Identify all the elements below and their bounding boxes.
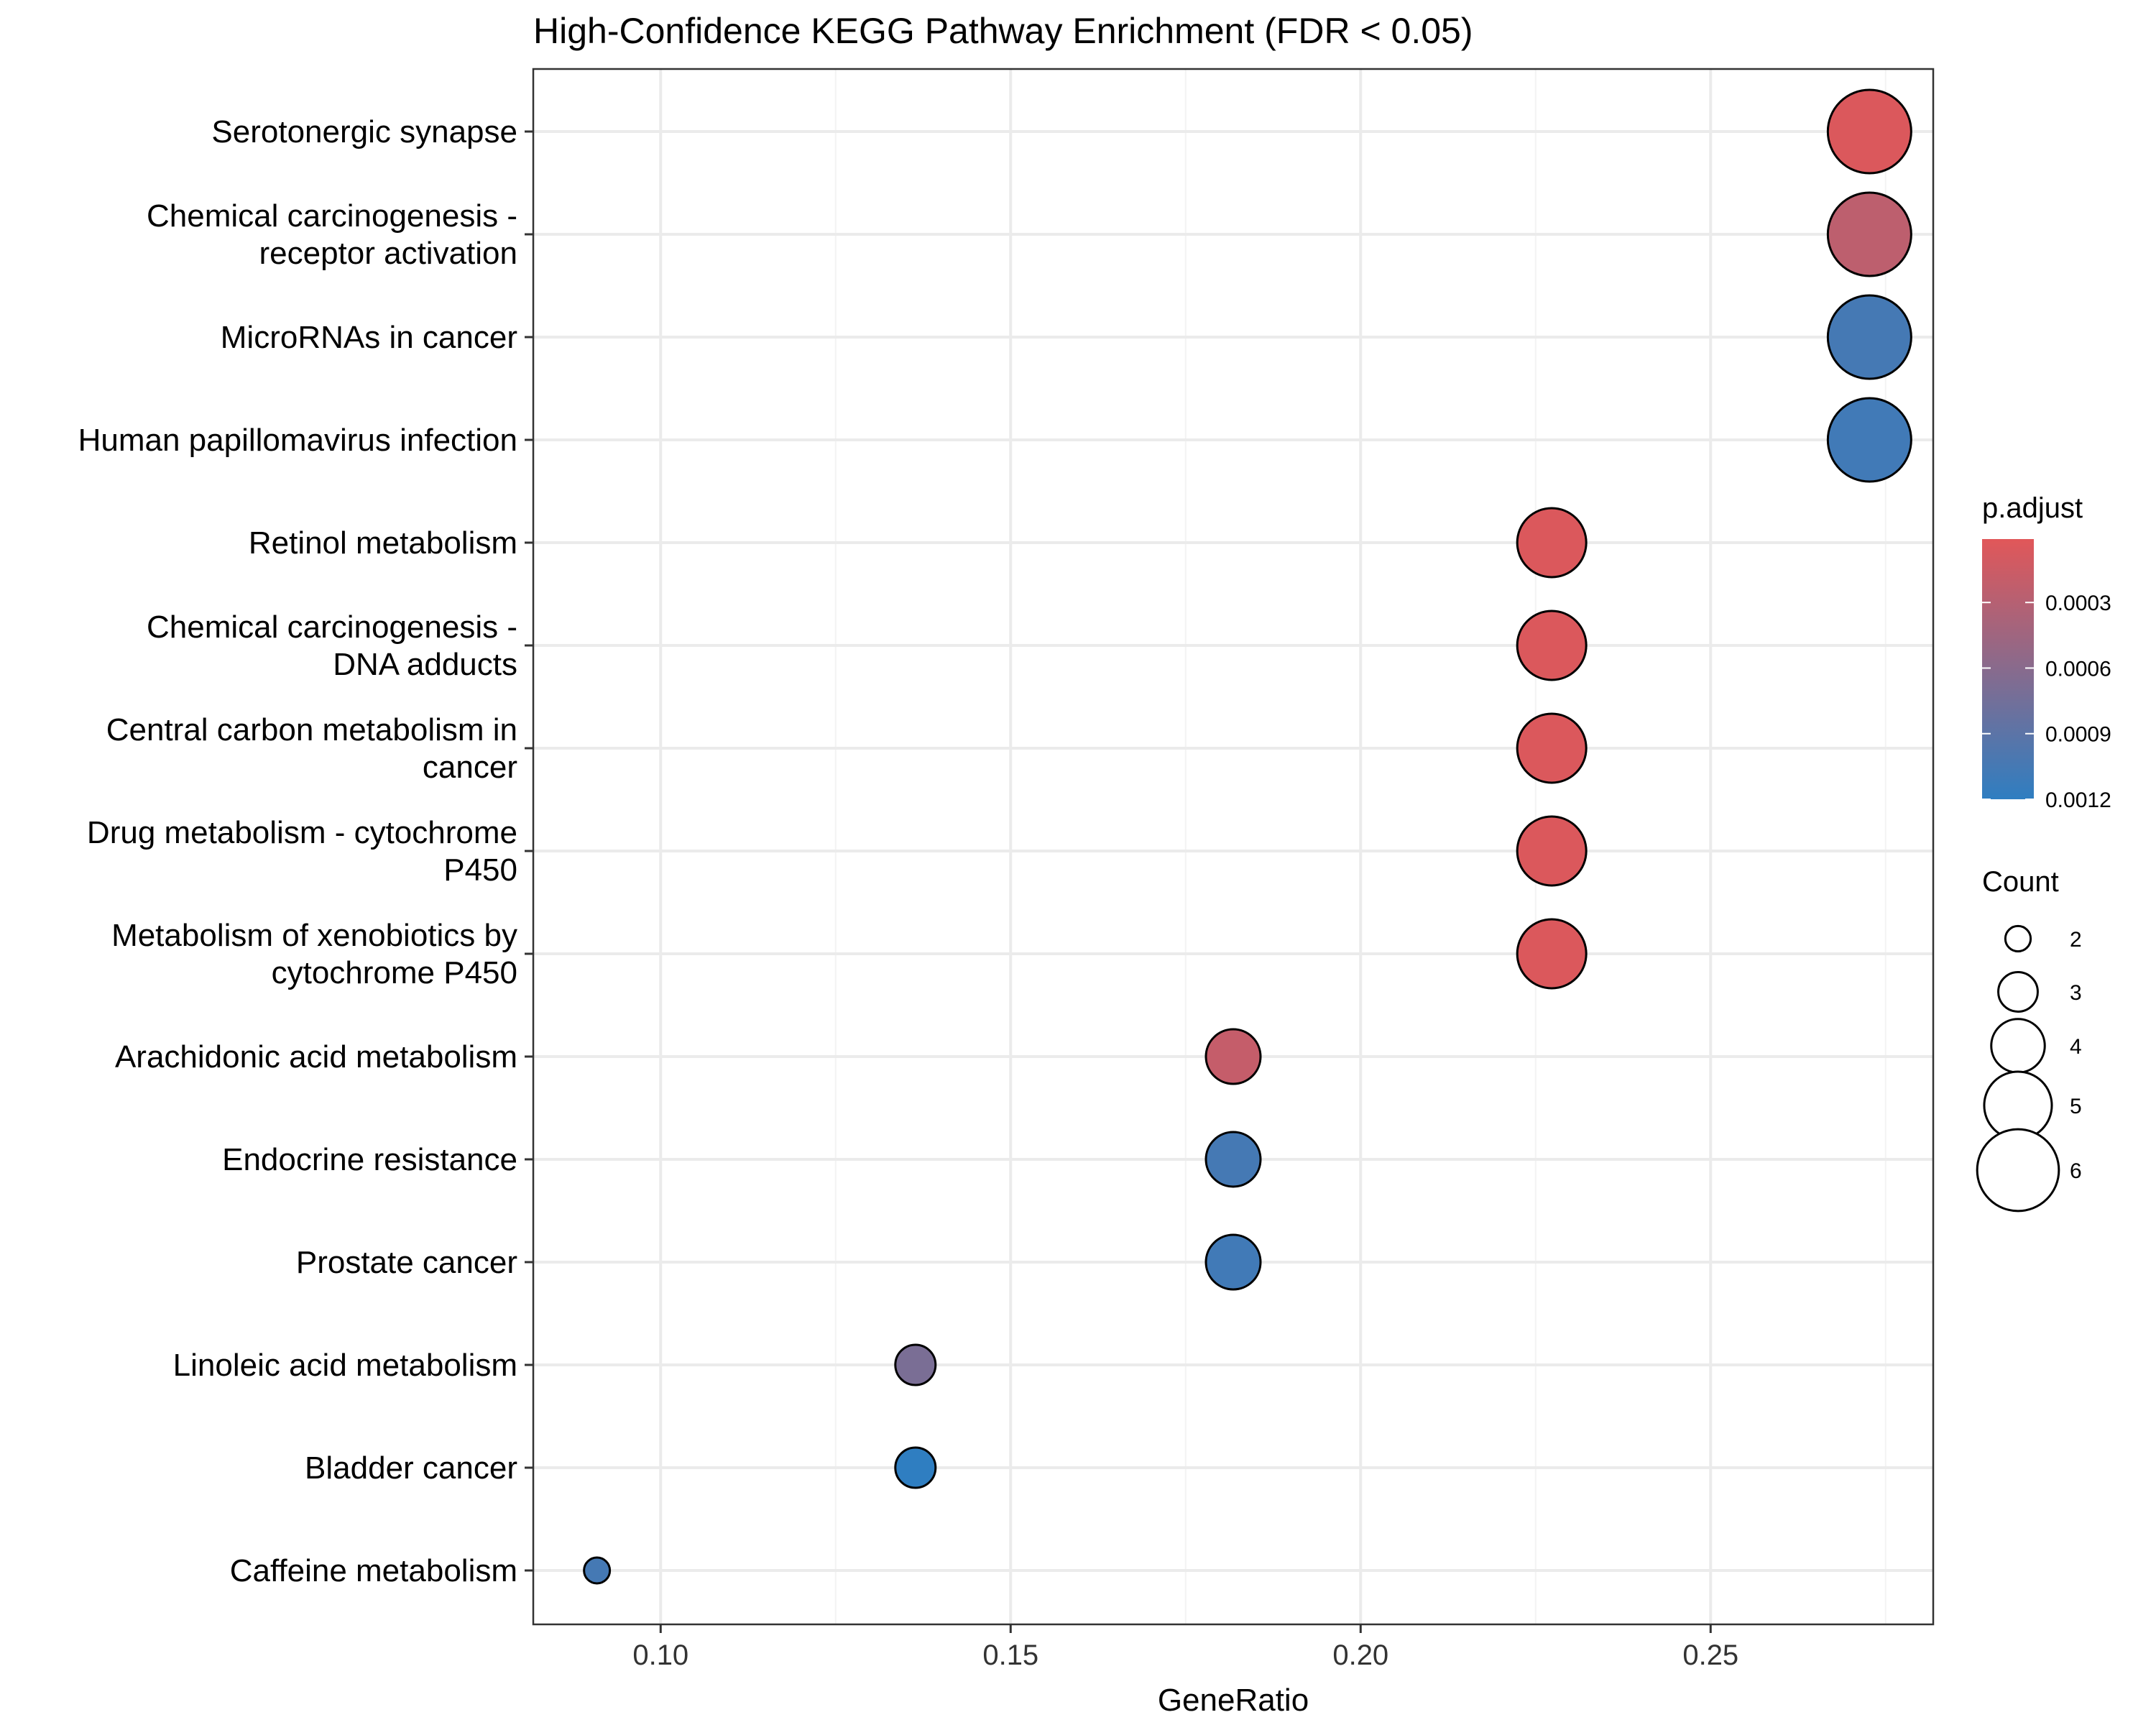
data-points	[583, 88, 1912, 1585]
size-legend-key	[1997, 971, 2039, 1013]
data-point	[1516, 610, 1588, 681]
size-legend-key	[1976, 1128, 2060, 1213]
y-tick-label: Prostate cancer	[296, 1245, 517, 1280]
y-tick-label: Central carbon metabolism in cancer	[106, 712, 517, 785]
x-axis-title: GeneRatio	[1158, 1683, 1309, 1718]
color-legend: p.adjust 0.0003 0.0006 0.0009 0.0012	[1982, 492, 2111, 812]
size-legend: Count 2 3 4 5 6	[1976, 866, 2082, 1213]
color-legend-label: 0.0009	[2045, 723, 2111, 747]
x-axis-ticks: 0.10 0.15 0.20 0.25	[632, 1624, 1738, 1671]
data-point	[1826, 191, 1912, 277]
data-point	[1826, 294, 1912, 380]
plot-panel-border	[532, 68, 1935, 1626]
x-tick-label: 0.25	[1682, 1639, 1738, 1671]
size-legend-label: 5	[2070, 1095, 2082, 1118]
x-tick-label: 0.10	[632, 1639, 688, 1671]
size-legend-label: 4	[2070, 1035, 2082, 1059]
y-tick-label: Human papillomavirus infection	[78, 423, 517, 458]
size-legend-title: Count	[1982, 866, 2059, 898]
y-tick-label: Retinol metabolism	[249, 525, 517, 561]
color-legend-bar	[1982, 539, 2034, 799]
size-legend-label: 2	[2070, 928, 2082, 952]
y-tick-label: Chemical carcinogenesis -DNA adducts	[147, 610, 517, 682]
y-tick-label: Chemical carcinogenesis -receptor activa…	[147, 198, 517, 271]
grid-lines	[533, 69, 1933, 1624]
data-point	[1516, 507, 1588, 579]
x-tick-label: 0.15	[982, 1639, 1038, 1671]
color-legend-label: 0.0006	[2045, 657, 2111, 681]
color-legend-label: 0.0003	[2045, 592, 2111, 615]
y-tick-label: Bladder cancer	[305, 1450, 517, 1486]
y-tick-label: Caffeine metabolism	[230, 1553, 517, 1588]
y-tick-label: Endocrine resistance	[222, 1142, 517, 1177]
y-tick-label: Linoleic acid metabolism	[173, 1348, 517, 1383]
y-tick-label: Serotonergic synapse	[211, 114, 517, 150]
data-point	[1204, 1028, 1262, 1085]
y-tick-label: Drug metabolism - cytochrome P450	[87, 815, 517, 888]
data-point	[1204, 1233, 1262, 1291]
x-tick-label: 0.20	[1332, 1639, 1388, 1671]
data-point	[583, 1556, 612, 1585]
data-point	[1826, 397, 1912, 483]
y-tick-label: Arachidonic acid metabolism	[115, 1039, 517, 1075]
data-point	[1204, 1131, 1262, 1188]
size-legend-key	[2004, 924, 2032, 953]
y-axis-ticks: Serotonergic synapse Chemical carcinogene…	[78, 114, 533, 1588]
data-point	[1516, 918, 1588, 990]
size-legend-key	[1990, 1018, 2046, 1074]
chart-title: High-Confidence KEGG Pathway Enrichment …	[533, 11, 1473, 51]
data-point	[1826, 88, 1912, 175]
y-tick-label: MicroRNAs in cancer	[221, 320, 517, 355]
y-tick-label: Metabolism of xenobiotics by cytochrome P…	[111, 918, 517, 990]
data-point	[1516, 815, 1588, 887]
data-point	[894, 1343, 937, 1386]
size-legend-label: 6	[2070, 1159, 2082, 1183]
data-point	[894, 1446, 937, 1489]
color-legend-title: p.adjust	[1982, 492, 2083, 524]
size-legend-label: 3	[2070, 981, 2082, 1005]
color-legend-label: 0.0012	[2045, 788, 2111, 812]
data-point	[1516, 712, 1588, 784]
